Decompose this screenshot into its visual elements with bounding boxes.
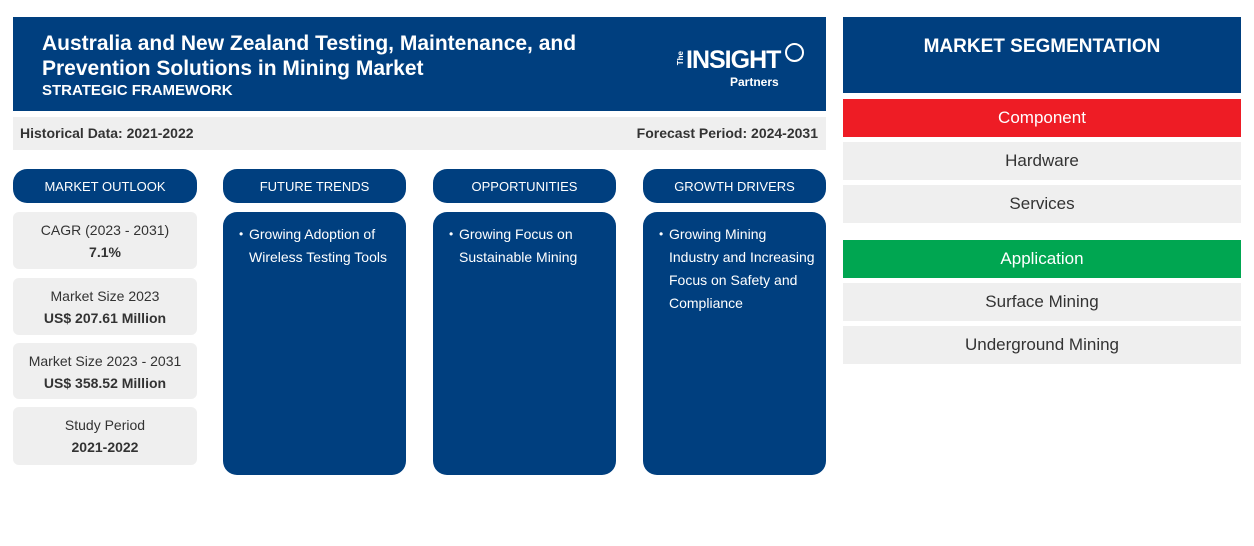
- future-trends-heading: FUTURE TRENDS: [223, 169, 406, 203]
- growth-drivers-panel: Growing Mining Industry and Increasing F…: [643, 212, 826, 475]
- opportunities-panel: Growing Focus on Sustainable Mining: [433, 212, 616, 475]
- market-outlook-heading: MARKET OUTLOOK: [13, 169, 197, 203]
- logo-insight: INSIGHT: [686, 46, 781, 74]
- stat-study-period: Study Period 2021-2022: [13, 407, 197, 465]
- forecast-period: Forecast Period: 2024-2031: [636, 125, 818, 141]
- stat-label: CAGR (2023 - 2031): [40, 222, 170, 238]
- stat-market-size-2023: Market Size 2023 US$ 207.61 Million: [13, 278, 197, 335]
- stat-value: 7.1%: [89, 244, 121, 260]
- stat-label: Market Size 2023: [50, 288, 160, 304]
- insight-partners-logo: The INSIGHT Partners: [674, 43, 804, 93]
- stat-value: 2021-2022: [71, 439, 139, 455]
- page-subtitle: STRATEGIC FRAMEWORK: [42, 82, 233, 99]
- stat-cagr: CAGR (2023 - 2031) 7.1%: [13, 212, 197, 269]
- segment-item-surface-mining: Surface Mining: [843, 283, 1241, 321]
- stat-label: Market Size 2023 - 2031: [28, 353, 182, 369]
- logo-ring-icon: [785, 43, 804, 62]
- stat-value: US$ 358.52 Million: [43, 375, 167, 391]
- stat-value: US$ 207.61 Million: [43, 310, 167, 326]
- future-trends-panel: Growing Adoption of Wireless Testing Too…: [223, 212, 406, 475]
- growth-drivers-heading: GROWTH DRIVERS: [643, 169, 826, 203]
- page-title: Australia and New Zealand Testing, Maint…: [42, 32, 577, 80]
- segment-category-component: Component: [843, 99, 1241, 137]
- future-trend-item: Growing Adoption of Wireless Testing Too…: [239, 223, 399, 269]
- opportunity-item: Growing Focus on Sustainable Mining: [449, 223, 609, 269]
- segment-category-application: Application: [843, 240, 1241, 278]
- historical-data: Historical Data: 2021-2022: [20, 125, 194, 141]
- growth-driver-item: Growing Mining Industry and Increasing F…: [659, 223, 819, 315]
- period-bar: Historical Data: 2021-2022 Forecast Peri…: [13, 117, 826, 150]
- segment-item-services: Services: [843, 185, 1241, 223]
- opportunities-heading: OPPORTUNITIES: [433, 169, 616, 203]
- header-banner: Australia and New Zealand Testing, Maint…: [13, 17, 826, 111]
- segment-item-underground-mining: Underground Mining: [843, 326, 1241, 364]
- market-segmentation-heading: MARKET SEGMENTATION: [843, 17, 1241, 93]
- logo-partners: Partners: [730, 75, 779, 89]
- stat-label: Study Period: [64, 417, 146, 433]
- stat-market-size-2031: Market Size 2023 - 2031 US$ 358.52 Milli…: [13, 343, 197, 399]
- logo-the: The: [676, 51, 685, 66]
- segment-item-hardware: Hardware: [843, 142, 1241, 180]
